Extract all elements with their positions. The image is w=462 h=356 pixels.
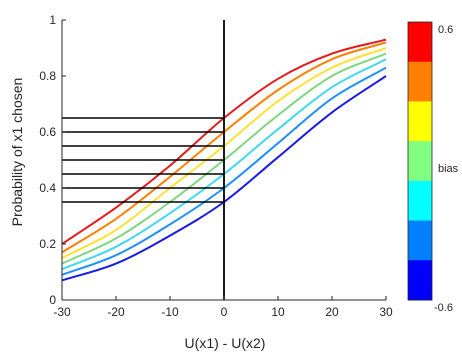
colorbar-segment-5 — [408, 180, 432, 222]
y-tick-label: 0.4 — [39, 181, 56, 195]
y-axis-title: Probability of x1 chosen — [9, 78, 25, 227]
x-axis-title: U(x1) - U(x2) — [185, 335, 266, 351]
y-tick-label: 0.2 — [39, 237, 56, 251]
y-tick-label: 1 — [49, 13, 56, 27]
series-layer — [61, 20, 387, 300]
x-tick-label: 10 — [271, 305, 285, 319]
axes-layer: -30 -20 -10 0 10 20 30 0 0.2 0.4 0.6 0.8 1 — [39, 13, 393, 319]
colorbar-min-label: -0.6 — [434, 302, 453, 314]
colorbar-segment-4 — [408, 141, 432, 182]
y-tick-label: 0.6 — [39, 125, 56, 139]
colorbar-segment-2 — [408, 61, 432, 102]
colorbar-segment-7 — [408, 260, 432, 301]
x-tick-label: -20 — [107, 305, 125, 319]
colorbar — [407, 21, 433, 301]
x-tick-label: 30 — [379, 305, 393, 319]
colorbar-frame — [407, 21, 433, 301]
y-tick-label: 0.8 — [39, 69, 56, 83]
x-tick-label: -30 — [53, 305, 71, 319]
series-curve-7 — [61, 75, 387, 282]
x-tick-label: 20 — [325, 305, 339, 319]
colorbar-segment-1 — [408, 22, 432, 63]
colorbar-segment-3 — [408, 101, 432, 142]
x-tick-label: -10 — [161, 305, 179, 319]
x-tick-label: 0 — [221, 305, 228, 319]
y-tick-label: 0 — [49, 293, 56, 307]
colorbar-max-label: 0.6 — [438, 24, 453, 36]
colorbar-title: bias — [438, 163, 459, 175]
colorbar-segment-6 — [408, 220, 432, 261]
